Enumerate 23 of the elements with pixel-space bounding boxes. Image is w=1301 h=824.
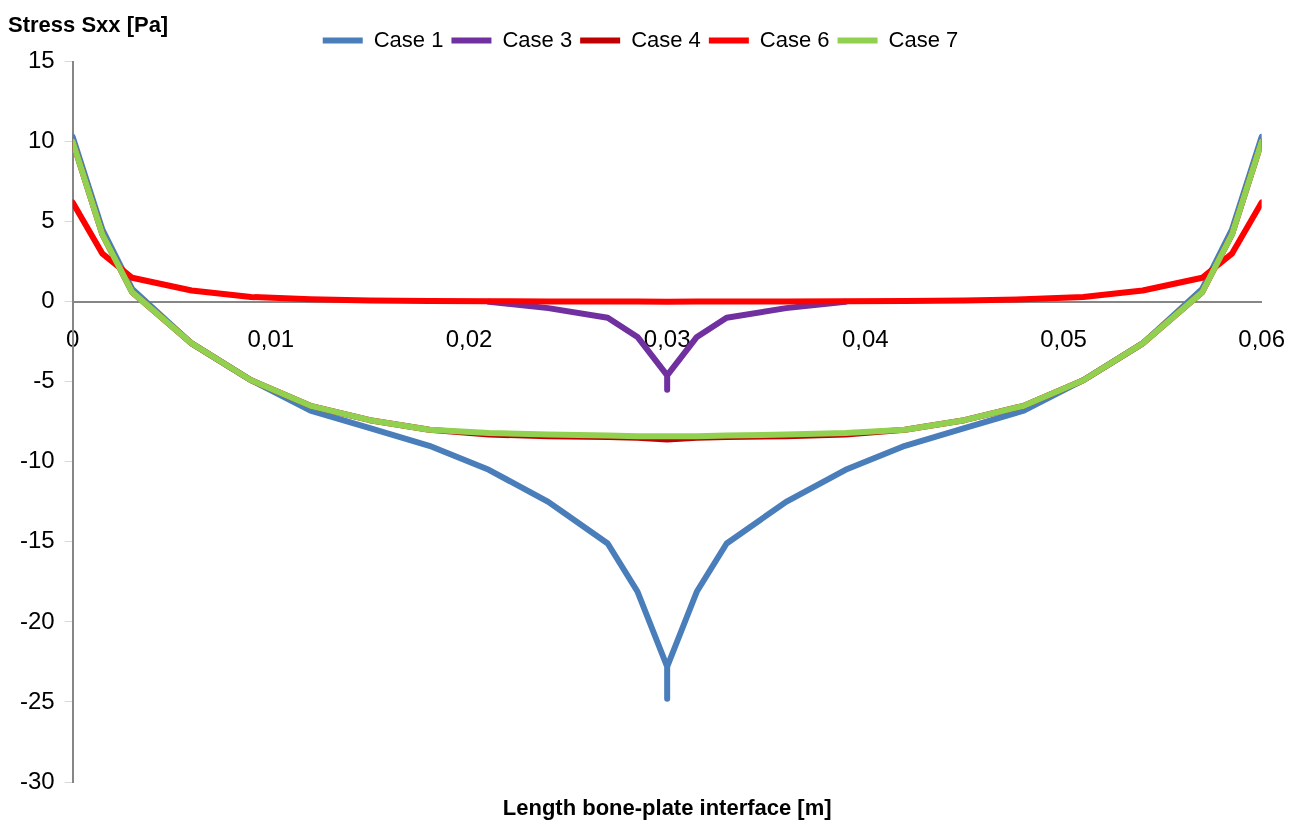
y-tick-label: 10 [27, 126, 55, 154]
y-tick-label: -30 [20, 766, 55, 794]
x-tick-label: 0,06 [1238, 324, 1285, 352]
legend-label: Case 6 [759, 26, 830, 52]
legend-label: Case 4 [631, 26, 701, 52]
x-tick-label: 0,02 [445, 324, 493, 352]
x-tick-label: 0,04 [841, 324, 889, 352]
y-tick-label: -25 [20, 686, 55, 714]
legend-label: Case 3 [502, 26, 573, 52]
legend-label: Case 7 [888, 26, 959, 52]
y-tick-label: -20 [20, 606, 55, 634]
y-tick-label: 5 [41, 206, 55, 234]
x-tick-label: 0,05 [1040, 324, 1087, 352]
y-axis-title: Stress Sxx [Pa] [8, 12, 169, 38]
y-tick-label: -15 [20, 526, 55, 554]
x-axis-title: Length bone-plate interface [m] [502, 795, 832, 821]
legend-label: Case 1 [373, 26, 444, 52]
y-tick-label: 0 [41, 286, 55, 314]
y-tick-label: 15 [27, 46, 55, 74]
y-tick-label: -5 [33, 366, 55, 394]
y-tick-label: -10 [20, 446, 55, 474]
x-tick-label: 0,03 [643, 324, 691, 352]
x-tick-label: 0,01 [247, 324, 295, 352]
